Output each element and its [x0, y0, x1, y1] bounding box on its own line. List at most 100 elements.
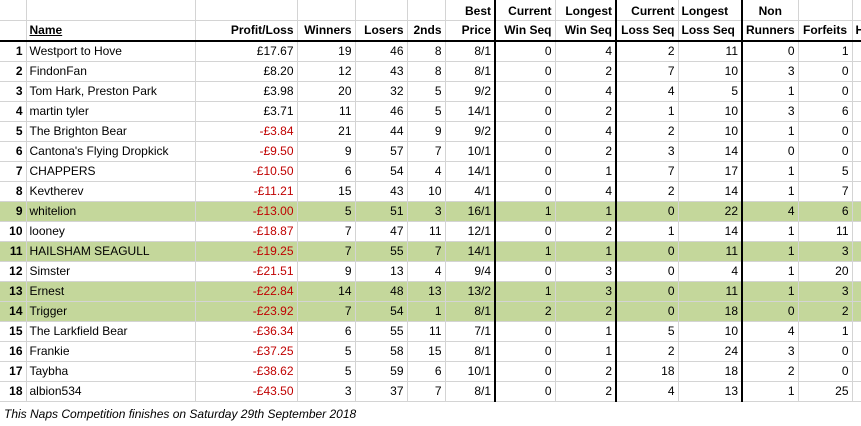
- non-runners-cell: 3: [742, 101, 799, 122]
- forfeits-cell: 25: [798, 381, 853, 402]
- current-win-seq-cell: 0: [494, 261, 556, 282]
- name-header: Name: [26, 20, 196, 42]
- profit-cell: -£18.87: [195, 221, 298, 242]
- current-loss-seq-cell: 2: [616, 121, 679, 142]
- table-row: 11 HAILSHAM SEAGULL -£19.25 7 55 7 14/1 1 1 0 11 1 3…: [0, 241, 861, 262]
- profit-cell: -£22.84: [195, 281, 298, 302]
- rank-cell: 18: [0, 381, 27, 402]
- name-cell: Simster: [26, 261, 196, 282]
- non-runners-cell: 3: [742, 61, 799, 82]
- losers-header: Losers: [355, 20, 408, 42]
- best-price-cell: 12/1: [445, 221, 496, 242]
- longest-win-header: Win Seq: [555, 20, 617, 42]
- winners-header-top: [297, 0, 356, 21]
- holiday-cell: 0: [852, 181, 861, 202]
- non-runners-cell: 1: [742, 261, 799, 282]
- non-runners-cell: 1: [742, 121, 799, 142]
- rank-cell: 11: [0, 241, 27, 262]
- non-runners-cell: 1: [742, 241, 799, 262]
- winners-cell: 6: [297, 321, 356, 342]
- current-loss-header: Loss Seq: [616, 20, 679, 42]
- winners-cell: 12: [297, 61, 356, 82]
- seconds-cell: 1: [407, 301, 446, 322]
- best-price-cell: 9/2: [445, 81, 496, 102]
- name-cell: albion534: [26, 381, 196, 402]
- current-win-header-top: Current: [494, 0, 556, 21]
- current-loss-seq-cell: 7: [616, 61, 679, 82]
- seconds-cell: 8: [407, 41, 446, 62]
- winners-cell: 7: [297, 301, 356, 322]
- name-cell: martin tyler: [26, 101, 196, 122]
- rank-cell: 14: [0, 301, 27, 322]
- best-price-cell: 13/2: [445, 281, 496, 302]
- holiday-cell: 0: [852, 361, 861, 382]
- holiday-header-top: [852, 0, 861, 21]
- winners-cell: 5: [297, 201, 356, 222]
- best-price-cell: 8/1: [445, 381, 496, 402]
- longest-loss-seq-cell: 11: [678, 41, 743, 62]
- current-loss-seq-cell: 1: [616, 221, 679, 242]
- holiday-cell: 3: [852, 301, 861, 322]
- rank-cell: 17: [0, 361, 27, 382]
- longest-win-seq-cell: 2: [555, 361, 617, 382]
- losers-cell: 55: [355, 321, 408, 342]
- losers-cell: 46: [355, 101, 408, 122]
- best-price-cell: 8/1: [445, 301, 496, 322]
- losers-cell: 51: [355, 201, 408, 222]
- current-loss-seq-cell: 2: [616, 181, 679, 202]
- current-loss-seq-cell: 4: [616, 81, 679, 102]
- longest-win-seq-cell: 1: [555, 161, 617, 182]
- longest-loss-seq-cell: 11: [678, 281, 743, 302]
- longest-win-seq-cell: 2: [555, 381, 617, 402]
- seconds-cell: 7: [407, 381, 446, 402]
- best-price-cell: 9/4: [445, 261, 496, 282]
- longest-win-seq-cell: 1: [555, 201, 617, 222]
- seconds-cell: 7: [407, 241, 446, 262]
- longest-loss-seq-cell: 13: [678, 381, 743, 402]
- current-win-seq-cell: 0: [494, 321, 556, 342]
- longest-loss-seq-cell: 10: [678, 101, 743, 122]
- winners-cell: 6: [297, 161, 356, 182]
- rank-cell: 3: [0, 81, 27, 102]
- forfeits-cell: 0: [798, 141, 853, 162]
- losers-cell: 43: [355, 181, 408, 202]
- current-win-seq-cell: 0: [494, 361, 556, 382]
- current-loss-seq-cell: 0: [616, 281, 679, 302]
- current-loss-seq-cell: 2: [616, 41, 679, 62]
- current-win-header: Win Seq: [494, 20, 556, 42]
- header-row: Name Profit/Loss Winners Losers 2nds Pri…: [0, 20, 861, 42]
- best-price-cell: 7/1: [445, 321, 496, 342]
- current-win-seq-cell: 0: [494, 81, 556, 102]
- longest-loss-seq-cell: 14: [678, 141, 743, 162]
- seconds-cell: 7: [407, 141, 446, 162]
- holiday-cell: 0: [852, 381, 861, 402]
- rank-cell: 4: [0, 101, 27, 122]
- seconds-cell: 6: [407, 361, 446, 382]
- name-cell: whitelion: [26, 201, 196, 222]
- non-runners-cell: 4: [742, 321, 799, 342]
- profit-cell: -£23.92: [195, 301, 298, 322]
- losers-cell: 46: [355, 41, 408, 62]
- holiday-cell: 23: [852, 261, 861, 282]
- non-runners-cell: 2: [742, 361, 799, 382]
- profit-cell: £17.67: [195, 41, 298, 62]
- best-price-cell: 14/1: [445, 161, 496, 182]
- name-cell: Kevtherev: [26, 181, 196, 202]
- best-price-header-top: Best: [445, 0, 496, 21]
- losers-cell: 58: [355, 341, 408, 362]
- longest-loss-seq-cell: 10: [678, 61, 743, 82]
- profit-cell: -£19.25: [195, 241, 298, 262]
- holiday-cell: 0: [852, 161, 861, 182]
- profit-cell: -£37.25: [195, 341, 298, 362]
- name-cell: Ernest: [26, 281, 196, 302]
- non-runners-cell: 0: [742, 41, 799, 62]
- longest-win-seq-cell: 4: [555, 81, 617, 102]
- forfeits-cell: 0: [798, 361, 853, 382]
- current-win-seq-cell: 0: [494, 221, 556, 242]
- winners-cell: 7: [297, 241, 356, 262]
- longest-loss-seq-cell: 14: [678, 221, 743, 242]
